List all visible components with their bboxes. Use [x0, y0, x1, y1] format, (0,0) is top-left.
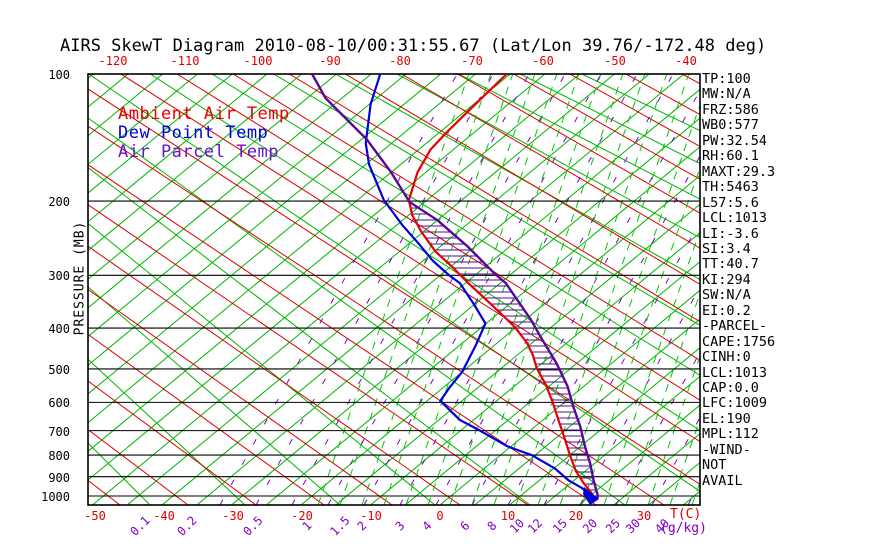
bottom-temp-tick-label: -20: [291, 509, 313, 523]
legend-entry: Ambient Air Temp: [118, 104, 290, 124]
stats-line: FRZ:586: [702, 101, 759, 118]
pressure-axis-label: PRESSURE (MB): [72, 220, 88, 336]
stats-line: WB0:577: [702, 117, 759, 134]
bottom-temp-tick-label: -40: [153, 509, 175, 523]
pressure-tick-label: 800: [48, 449, 70, 464]
pressure-tick-label: 1000: [41, 490, 70, 504]
mixing-unit-label: (g/kg): [660, 521, 707, 536]
stats-line: TT:40.7: [702, 256, 759, 273]
stats-line: MPL:112: [702, 426, 759, 443]
pressure-tick-label: 100: [48, 68, 70, 82]
ambient-temp-curve: [407, 74, 597, 501]
pressure-tick-label: 200: [48, 195, 70, 210]
stats-line: LFC:1009: [702, 395, 768, 412]
stats-line: EI:0.2: [702, 302, 751, 319]
stats-line: AVAIL: [702, 472, 743, 489]
stats-line: TH:5463: [702, 179, 759, 196]
bottom-temp-tick-label: 30: [636, 509, 652, 523]
bottom-temp-tick-label: -10: [360, 509, 382, 523]
bottom-temp-tick-label: 20: [568, 509, 584, 523]
top-temp-tick-label: -100: [243, 54, 273, 68]
bottom-temp-tick-label: 10: [500, 509, 516, 523]
top-temp-tick-label: -50: [604, 54, 626, 68]
stats-line: CINH:0: [702, 349, 751, 366]
stats-line: LI:-3.6: [702, 225, 759, 242]
stats-line: -PARCEL-: [702, 318, 768, 335]
top-temp-tick-label: -80: [389, 54, 411, 68]
mixing-ratio-dashed-lines: [317, 74, 700, 505]
convergence-arrow: [583, 487, 599, 505]
pressure-tick-label: 300: [48, 269, 70, 284]
pressure-tick-label: 400: [48, 322, 70, 337]
stats-line: EL:190: [702, 410, 751, 427]
top-temp-tick-label: -60: [532, 54, 554, 68]
stats-line: SW:N/A: [702, 287, 751, 304]
page-title: AIRS SkewT Diagram 2010-08-10/00:31:55.6…: [60, 36, 767, 56]
bottom-temp-tick-label: -50: [84, 509, 106, 523]
top-temp-tick-label: -70: [461, 54, 483, 68]
pressure-tick-label: 900: [48, 470, 70, 485]
legend-entry: Dew Point Temp: [118, 123, 269, 143]
stats-line: MW:N/A: [702, 86, 751, 103]
plot-frame: [87, 73, 701, 506]
stats-line: -WIND-: [702, 441, 751, 458]
stats-line: LCL:1013: [702, 364, 768, 381]
bottom-temp-tick-label: -30: [222, 509, 244, 523]
top-temp-tick-label: -120: [98, 54, 128, 68]
stats-line: NOT: [702, 457, 727, 474]
top-temp-tick-label: -90: [319, 54, 341, 68]
pressure-tick-label: 700: [48, 424, 70, 439]
top-temp-tick-label: -40: [675, 54, 697, 68]
stats-line: KI:294: [702, 271, 751, 288]
top-temp-tick-label: -110: [170, 54, 200, 68]
stats-line: SI:3.4: [702, 240, 751, 257]
pressure-tick-label: 600: [48, 396, 70, 411]
stats-line: PW:32.54: [702, 132, 768, 149]
cape-hatch-region: [410, 207, 597, 491]
stats-line: TP:100: [702, 71, 751, 87]
stats-line: LCL:1013: [702, 210, 768, 227]
legend-entry: Air Parcel Temp: [118, 142, 280, 162]
dew-point-curve: [364, 74, 594, 500]
stats-line: RH:60.1: [702, 148, 759, 165]
parcel-temp-curve: [311, 74, 599, 499]
stats-line: MAXT:29.3: [702, 163, 776, 180]
bottom-temp-tick-label: 0: [436, 509, 444, 523]
stats-line: CAPE:1756: [702, 333, 776, 350]
pressure-tick-label: 500: [48, 362, 70, 377]
stats-line: L57:5.6: [702, 194, 759, 211]
stats-line: CAP:0.0: [702, 380, 759, 396]
temp-unit-label: T(C): [670, 507, 702, 522]
